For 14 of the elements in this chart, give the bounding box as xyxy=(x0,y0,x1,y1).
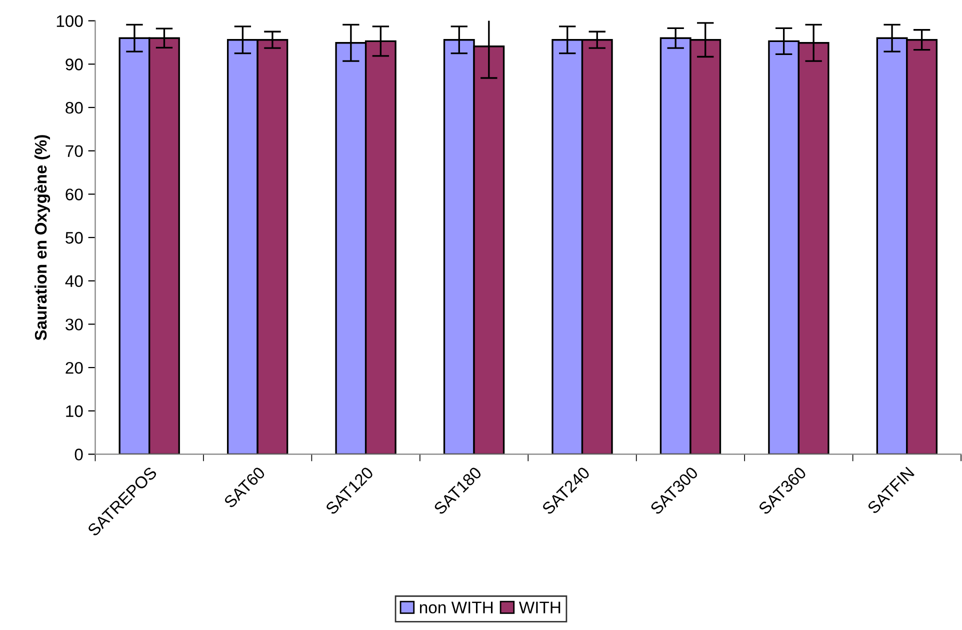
y-tick-label: 100 xyxy=(56,15,83,27)
y-tick-label: 40 xyxy=(65,275,83,288)
legend-label: non WITH xyxy=(420,602,493,614)
y-tick-label: 90 xyxy=(66,58,83,70)
y-tick-label: 20 xyxy=(66,362,83,374)
legend-label: WITH xyxy=(518,602,560,614)
y-axis-title: Sauration en Oxygène (%) xyxy=(34,135,50,340)
y-tick-label: 80 xyxy=(66,102,83,114)
y-tick-label: 30 xyxy=(66,318,83,330)
y-tick-label: 60 xyxy=(66,188,83,200)
y-tick-label: 0 xyxy=(74,448,83,460)
y-tick-label: 50 xyxy=(66,232,83,244)
y-tick-label: 10 xyxy=(66,405,83,418)
y-tick-label: 70 xyxy=(66,145,83,158)
